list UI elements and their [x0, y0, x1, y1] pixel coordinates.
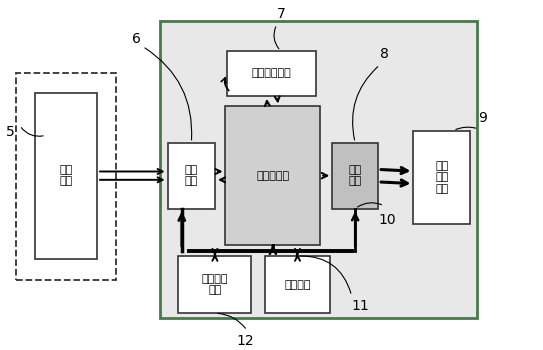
Text: 7: 7	[277, 7, 286, 21]
Text: 数据存储模块: 数据存储模块	[252, 69, 292, 78]
Bar	[167, 143, 215, 209]
Bar	[225, 106, 320, 245]
Text: 9: 9	[478, 112, 487, 126]
Text: 电源管理
模块: 电源管理 模块	[201, 274, 228, 295]
Bar	[265, 256, 330, 313]
Bar	[161, 21, 477, 318]
Bar	[35, 92, 97, 259]
Text: 通讯模块: 通讯模块	[284, 280, 311, 289]
Bar	[16, 74, 116, 280]
Text: 6: 6	[132, 33, 141, 47]
Text: 接口
模块: 接口 模块	[185, 165, 198, 187]
Text: 11: 11	[352, 299, 369, 313]
Text: 电极
组件
模块: 电极 组件 模块	[435, 161, 449, 194]
Text: 5: 5	[6, 125, 15, 139]
Text: 12: 12	[236, 334, 254, 348]
Text: 8: 8	[380, 47, 389, 61]
Text: 10: 10	[378, 213, 396, 227]
Bar	[332, 143, 378, 209]
Text: 处理器模块: 处理器模块	[256, 171, 289, 181]
Bar	[178, 256, 251, 313]
Bar	[227, 51, 317, 96]
Text: 显示
模块: 显示 模块	[59, 165, 73, 187]
Bar	[413, 131, 470, 224]
Text: 净化
模块: 净化 模块	[349, 165, 362, 187]
